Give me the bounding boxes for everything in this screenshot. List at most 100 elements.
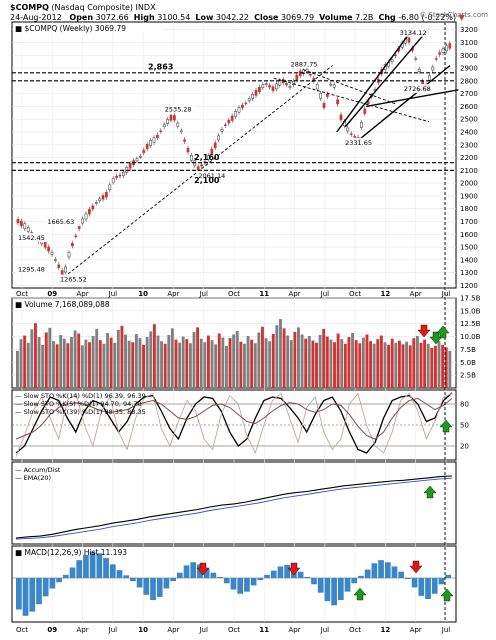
macd-bar [123,575,130,578]
macd-bar [311,578,317,585]
macd-bar [136,578,143,588]
volume-bar [390,338,394,388]
close-label: Close [254,13,279,22]
volume-bar [70,337,73,388]
volume-bar [307,336,311,388]
price-candle [210,148,214,155]
macd-bar [223,578,230,584]
volume-bar [261,326,264,388]
price-candle [108,184,112,191]
macd-bar [418,578,425,596]
price-candle [173,115,176,121]
volume-bar [170,328,174,388]
macd-bar [230,578,237,590]
declining-trendline [303,69,396,105]
accum-line [15,475,453,539]
volume-bar [30,329,34,388]
x-tick-label: Apr [167,290,179,298]
legend-bg [13,23,163,33]
price-candle [105,191,108,198]
volume-bar [246,336,250,388]
macd-bar [351,578,358,584]
price-tick-label: 2400 [460,128,478,136]
x-tick-label-bottom: 10 [138,626,148,634]
macd-bar [250,578,257,586]
macd-bar [89,551,96,578]
x-tick-label-bottom: Oct [228,626,240,634]
price-candle [186,147,190,153]
volume-bar [80,345,84,388]
volume-value: 7.2B [355,13,374,22]
volume-bar [297,327,300,388]
volume-bar [109,337,113,388]
price-candle [288,86,292,88]
price-candle [414,58,418,60]
x-tick-label-bottom: 11 [259,626,269,634]
price-candle [152,137,156,143]
volume-bar [408,345,412,388]
price-candle [220,129,224,132]
price-annotation: 2331.65 [345,139,372,147]
level-annotation: 2,160 [194,153,220,162]
volume-tick-label: 2.5B [460,372,476,380]
price-candle [64,266,67,273]
price-candle [295,74,299,81]
price-annotation: 1295.48 [18,265,45,273]
macd-bar [116,570,123,578]
macd-bar [331,578,337,606]
x-tick-label: 09 [47,290,57,298]
price-candle [428,75,431,81]
price-candle [271,86,275,91]
volume-bar [206,335,210,388]
macd-bar [270,570,277,578]
volume-bar [415,336,419,388]
macd-legend: ■ MACD(12,26,9) Hist 11.193 [15,548,127,557]
macd-bar [237,578,244,594]
volume-bar [394,342,398,388]
sto-legend: — Slow STO %K(5) %D(1) 94.70, 94.70 [15,400,142,408]
volume-bar [243,343,246,388]
volume-bar [286,335,290,388]
gridlines [12,22,456,622]
annotation-bg [16,233,51,243]
accum-line [15,477,453,540]
sto-tick-label: 80 [460,401,469,409]
price-candle [54,259,57,261]
macd-bar [190,562,197,578]
x-tick-label-bottom: Apr [167,626,179,634]
x-tick-label: Apr [289,290,301,298]
macd-bar [438,578,445,585]
volume-bar [340,339,344,388]
price-tick-label: 3100 [460,39,478,47]
price-candle [94,202,98,204]
annotation-bg [162,104,197,114]
macd-bar [391,566,398,578]
sto-legend: — Slow STO %K(39) %D(1) 88.35, 88.35 [15,408,146,416]
volume-bar [322,328,326,388]
volume-label: Volume [319,13,353,22]
macd-bar [36,578,42,605]
price-candle [394,54,397,57]
price-annotation: 2726.68 [404,85,431,93]
price-candle [329,83,333,86]
volume-legend: ■ Volume 7,168,089,088 [15,300,110,309]
price-candle [237,107,241,113]
macd-bar [324,578,331,602]
macd-bar [257,578,264,581]
price-candle [217,135,220,141]
price-candle [309,74,312,76]
price-annotation: 1665.63 [47,218,74,226]
index-name: (Nasdaq Composite) INDX [51,3,156,12]
macd-bar [431,578,438,594]
volume-bar [437,341,441,388]
x-tick-label: 10 [138,290,148,298]
volume-bar [217,333,221,388]
volume-bar [419,342,423,388]
open-label: Open [69,13,94,22]
volume-bar [77,333,81,388]
high-value: 3100.54 [157,13,191,22]
macd-bar [83,554,89,578]
macd-bar [22,578,29,616]
price-legend: ■ $COMPQ (Weekly) 3069.79 [15,24,126,33]
